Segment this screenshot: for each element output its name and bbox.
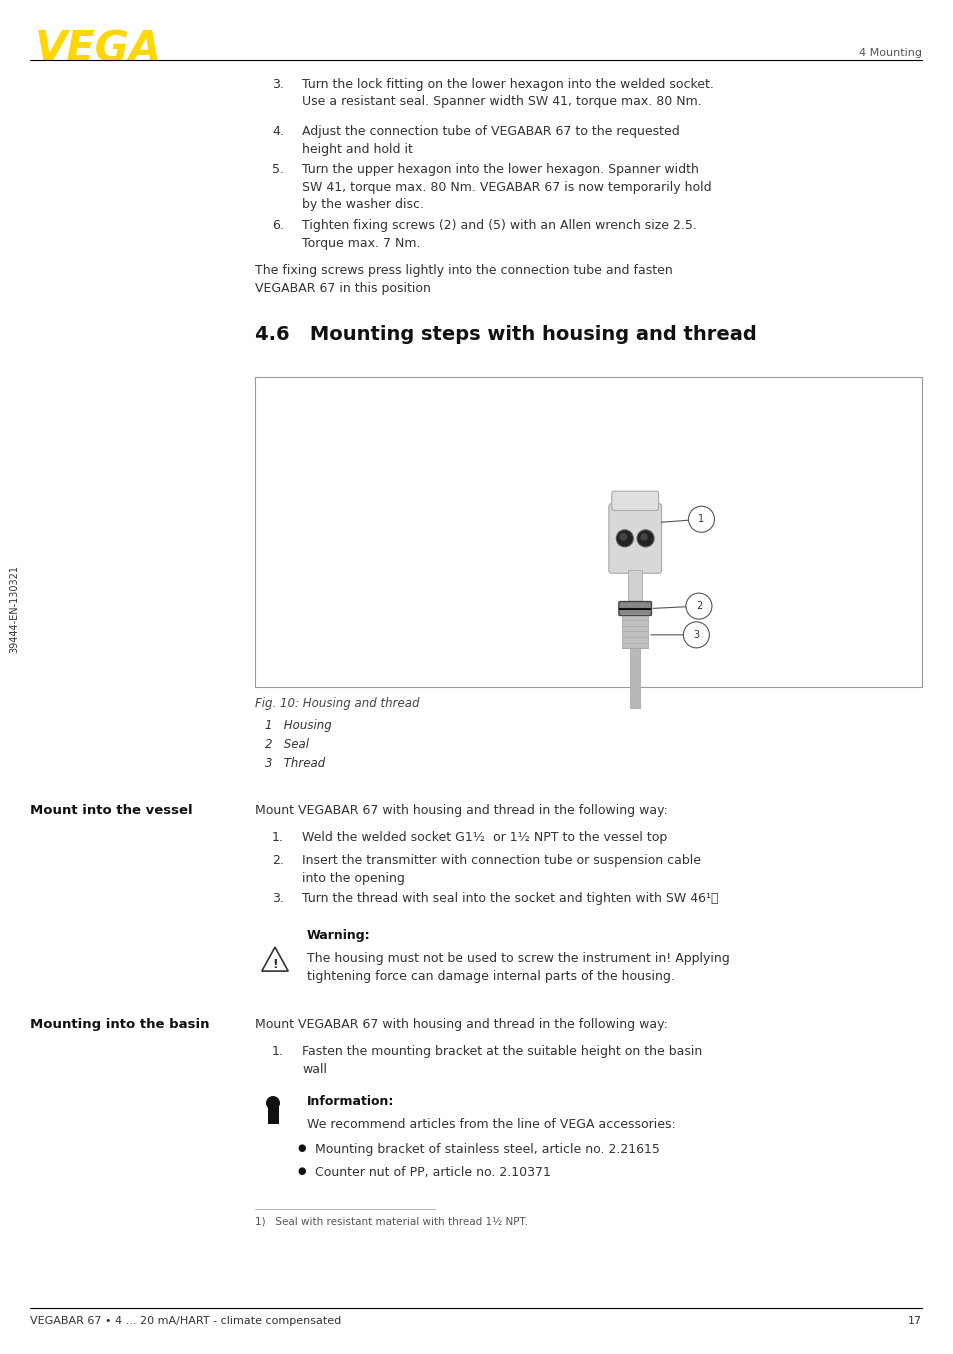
- Text: 1: 1: [698, 515, 704, 524]
- Polygon shape: [261, 946, 288, 971]
- FancyBboxPatch shape: [611, 492, 658, 510]
- Text: Turn the thread with seal into the socket and tighten with SW 46¹⧤: Turn the thread with seal into the socke…: [302, 892, 718, 904]
- Text: The fixing screws press lightly into the connection tube and fasten
VEGABAR 67 i: The fixing screws press lightly into the…: [254, 264, 672, 295]
- Text: 5.: 5.: [272, 162, 284, 176]
- Text: Mount VEGABAR 67 with housing and thread in the following way:: Mount VEGABAR 67 with housing and thread…: [254, 804, 667, 816]
- Bar: [628, 570, 641, 603]
- Bar: [629, 649, 639, 708]
- Text: Warning:: Warning:: [307, 929, 370, 942]
- Text: Insert the transmitter with connection tube or suspension cable
into the opening: Insert the transmitter with connection t…: [302, 854, 700, 884]
- Text: 4.: 4.: [272, 125, 284, 138]
- Text: 3: 3: [693, 630, 699, 640]
- Text: Fig. 10: Housing and thread: Fig. 10: Housing and thread: [254, 697, 419, 709]
- FancyBboxPatch shape: [618, 601, 651, 616]
- Text: VEGABAR 67 • 4 ... 20 mA/HART - climate compensated: VEGABAR 67 • 4 ... 20 mA/HART - climate …: [30, 1316, 341, 1326]
- Circle shape: [688, 506, 714, 532]
- Bar: [254, 376, 921, 686]
- Circle shape: [682, 621, 709, 647]
- Text: Mounting into the basin: Mounting into the basin: [30, 1018, 210, 1030]
- Text: !: !: [272, 957, 277, 971]
- Text: 2: 2: [695, 601, 701, 611]
- Text: 3.: 3.: [272, 892, 284, 904]
- Text: 17: 17: [907, 1316, 921, 1326]
- Text: VEGA: VEGA: [35, 28, 162, 70]
- Text: ●: ●: [296, 1143, 305, 1154]
- Text: Mounting bracket of stainless steel, article no. 2.21615: Mounting bracket of stainless steel, art…: [314, 1143, 659, 1156]
- Circle shape: [618, 533, 626, 540]
- Text: Turn the lock fitting on the lower hexagon into the welded socket.
Use a resista: Turn the lock fitting on the lower hexag…: [302, 79, 713, 108]
- Text: Tighten fixing screws (2) and (5) with an Allen wrench size 2.5.
Torque max. 7 N: Tighten fixing screws (2) and (5) with a…: [302, 219, 696, 249]
- Text: Counter nut of PP, article no. 2.10371: Counter nut of PP, article no. 2.10371: [314, 1166, 550, 1179]
- Text: The housing must not be used to screw the instrument in! Applying
tightening for: The housing must not be used to screw th…: [307, 952, 729, 983]
- Text: 6.: 6.: [272, 219, 284, 232]
- Text: 3.: 3.: [272, 79, 284, 91]
- Text: Weld the welded socket G1½  or 1½ NPT to the vessel top: Weld the welded socket G1½ or 1½ NPT to …: [302, 831, 666, 844]
- Text: Adjust the connection tube of VEGABAR 67 to the requested
height and hold it: Adjust the connection tube of VEGABAR 67…: [302, 125, 679, 156]
- Circle shape: [637, 529, 654, 547]
- Text: Turn the upper hexagon into the lower hexagon. Spanner width
SW 41, torque max. : Turn the upper hexagon into the lower he…: [302, 162, 711, 211]
- Circle shape: [616, 529, 633, 547]
- Text: 2.: 2.: [272, 854, 284, 867]
- Text: We recommend articles from the line of VEGA accessories:: We recommend articles from the line of V…: [307, 1118, 675, 1131]
- Text: 4.6   Mounting steps with housing and thread: 4.6 Mounting steps with housing and thre…: [254, 325, 756, 344]
- Circle shape: [266, 1095, 280, 1110]
- Text: 2   Seal: 2 Seal: [265, 738, 309, 751]
- Text: 4 Mounting: 4 Mounting: [858, 47, 921, 58]
- Text: Information:: Information:: [307, 1095, 394, 1108]
- Text: 39444-EN-130321: 39444-EN-130321: [9, 566, 19, 653]
- Text: ●: ●: [296, 1166, 305, 1177]
- Text: Mount VEGABAR 67 with housing and thread in the following way:: Mount VEGABAR 67 with housing and thread…: [254, 1018, 667, 1030]
- Text: 1   Housing: 1 Housing: [265, 719, 332, 733]
- Text: 1)   Seal with resistant material with thread 1½ NPT.: 1) Seal with resistant material with thr…: [254, 1216, 527, 1225]
- Text: 1.: 1.: [272, 831, 284, 844]
- Circle shape: [685, 593, 711, 619]
- Text: 3   Thread: 3 Thread: [265, 757, 325, 770]
- Text: 1.: 1.: [272, 1045, 284, 1057]
- Circle shape: [639, 533, 647, 540]
- Text: Fasten the mounting bracket at the suitable height on the basin
wall: Fasten the mounting bracket at the suita…: [302, 1045, 701, 1075]
- Text: Mount into the vessel: Mount into the vessel: [30, 804, 193, 816]
- Bar: [621, 615, 647, 649]
- FancyBboxPatch shape: [608, 504, 660, 573]
- Bar: [267, 1104, 278, 1124]
